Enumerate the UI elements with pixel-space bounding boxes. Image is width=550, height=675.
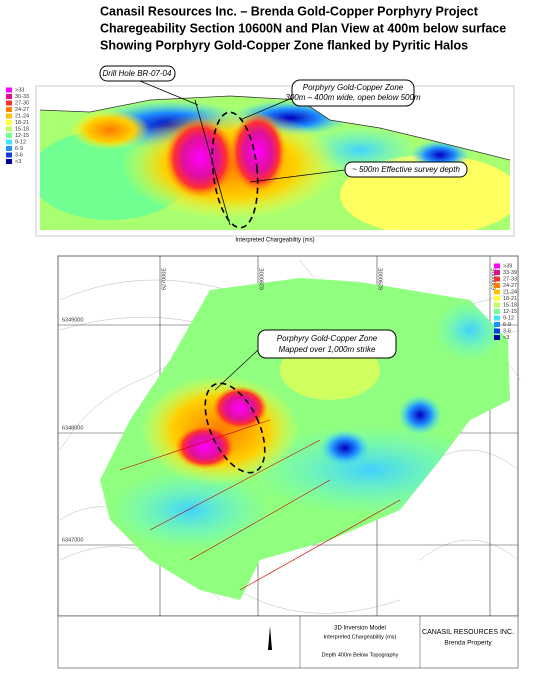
axis-label: Interpreted Chargeability (ms) [235, 238, 314, 244]
legend-swatch [6, 159, 12, 164]
legend-swatch [6, 152, 12, 158]
northing-label: 6347000 [62, 537, 83, 543]
annotation: ~ 500m Effective survey depth [352, 165, 460, 174]
legend-label: 18-21 [503, 296, 517, 302]
easting-label: 627000E [161, 268, 167, 290]
legend-label: 6-9 [503, 322, 511, 328]
easting-label: 629000E [378, 268, 384, 290]
legend-label: 12-15 [15, 133, 29, 139]
northing-label: 6349000 [62, 317, 83, 323]
legend-swatch [494, 328, 500, 334]
legend-swatch [494, 289, 500, 295]
legend-label: 27-30 [15, 100, 29, 106]
legend-label: 9-12 [503, 315, 514, 321]
annotation: 300m – 400m wide, open below 500m [285, 93, 421, 102]
annotation: Porphyry Gold-Copper Zone [277, 334, 378, 343]
title: Canasil Resources Inc. – Brenda Gold-Cop… [100, 4, 506, 52]
legend-swatch [494, 335, 500, 340]
legend-swatch [494, 263, 500, 269]
easting-label: 628000E [259, 268, 265, 290]
legend-label: 24-27 [15, 107, 29, 113]
title-line: Canasil Resources Inc. – Brenda Gold-Cop… [100, 4, 479, 18]
legend-label: <3 [15, 159, 21, 165]
legend-swatch [6, 146, 12, 151]
legend-swatch [6, 107, 12, 112]
legend-label: 3-6 [15, 152, 23, 158]
legend-label: 27-33 [503, 276, 517, 282]
legend-label: 9-12 [15, 139, 26, 145]
legend-swatch [494, 302, 500, 308]
title-line: Charegeability Section 10600N and Plan V… [100, 21, 506, 35]
legend-label: 21-24 [15, 113, 29, 119]
annotation: Porphyry Gold-Copper Zone [303, 83, 404, 92]
legend-swatch [6, 113, 12, 119]
legend-swatch [494, 270, 500, 275]
legend-label: 3-6 [503, 328, 511, 334]
legend-label: >33 [15, 87, 24, 93]
section-fill [40, 96, 510, 230]
title-block-text: 3D Inversion Model [334, 626, 386, 632]
legend-label: 24-27 [503, 283, 517, 289]
legend-swatch [6, 100, 12, 106]
legend-label: 12-15 [503, 309, 517, 315]
legend-swatch [6, 139, 12, 145]
title-block [57, 615, 519, 669]
legend-swatch [6, 120, 12, 125]
title-block-text: Depth 400m Below Topography [322, 652, 399, 658]
legend-label: <3 [503, 335, 509, 341]
legend-label: 33-39 [503, 270, 517, 276]
legend-swatch [494, 296, 500, 301]
legend-label: >39 [503, 263, 512, 269]
title-block-text: CANASIL RESOURCES INC. [422, 629, 514, 636]
legend-label: 6-9 [15, 146, 23, 152]
legend-swatch [6, 133, 12, 138]
section: Drill Hole BR-07-04 Porphyry Gold-Copper… [6, 65, 515, 244]
legend-label: 21-24 [503, 289, 517, 295]
legend-swatch [494, 315, 500, 321]
title-block-text: Brenda Property [444, 640, 492, 647]
legend-swatch [494, 276, 500, 282]
legend-swatch [494, 309, 500, 314]
legend-swatch [494, 322, 500, 327]
legend-swatch [6, 94, 12, 99]
annotation: Drill Hole BR-07-04 [103, 69, 172, 78]
legend-label: 18-21 [15, 120, 29, 126]
legend-swatch [6, 87, 12, 93]
plan: Porphyry Gold-Copper Zone Mapped over 1,… [57, 255, 521, 669]
annotation: Mapped over 1,000m strike [279, 345, 376, 354]
legend-label: 15-18 [503, 302, 517, 308]
legend-swatch [6, 126, 12, 132]
legend-swatch [494, 283, 500, 288]
legend-label: 15-18 [15, 126, 29, 132]
northing-label: 6348000 [62, 425, 83, 431]
legend-label: 30-33 [15, 94, 29, 100]
title-block-text: Interpreted Chargeability (ms) [324, 634, 397, 640]
title-line: Showing Porphyry Gold-Copper Zone flanke… [100, 38, 468, 52]
